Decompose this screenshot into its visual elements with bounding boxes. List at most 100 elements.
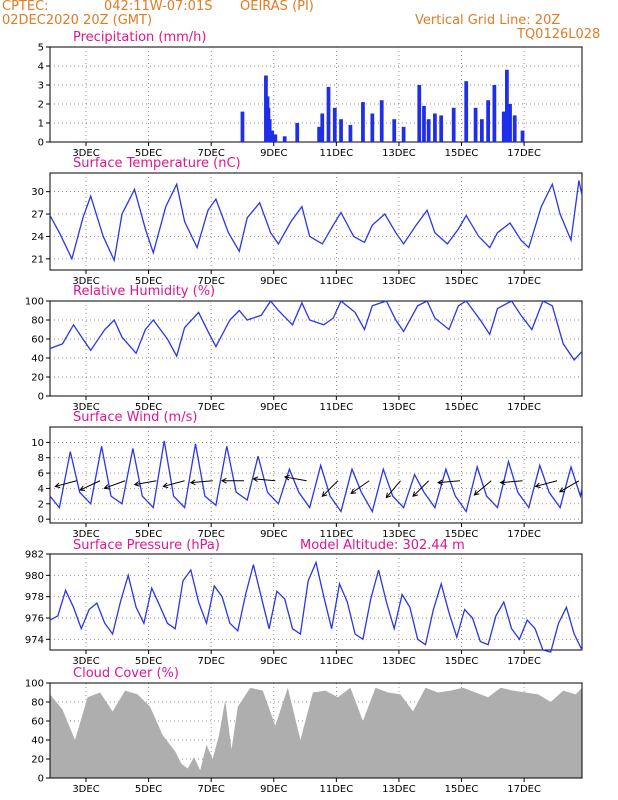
y-tick-label: 6 xyxy=(38,469,44,480)
y-tick-label: 80 xyxy=(31,316,44,327)
precip-bar xyxy=(326,86,331,142)
y-tick-label: 976 xyxy=(25,614,44,625)
wind-arrow xyxy=(104,480,126,489)
wind-arrow xyxy=(163,480,185,487)
x-tick-label: 3DEC xyxy=(72,529,99,540)
x-tick-label: 3DEC xyxy=(72,148,99,159)
y-tick-label: 2 xyxy=(38,499,44,510)
precip-bar xyxy=(282,136,287,142)
cloud-area xyxy=(50,687,582,778)
panel-frame xyxy=(49,46,583,143)
x-tick-label: 3DEC xyxy=(72,402,99,413)
x-tick-label: 15DEC xyxy=(445,276,479,287)
panel-4: 0 2 4 6 8 10 3DEC 5DEC 7DEC 9DEC 11DEC 13DEC 15DEC 17… xyxy=(31,410,583,540)
wind-arrow xyxy=(55,480,77,487)
panel-frame-top xyxy=(49,682,583,779)
precip-bar xyxy=(479,119,484,142)
y-tick-label: 982 xyxy=(25,550,44,561)
precip-bar xyxy=(295,123,300,142)
wind-arrow-head xyxy=(283,474,290,481)
x-tick-label: 17DEC xyxy=(507,276,541,287)
y-tick-label: 1 xyxy=(38,119,44,130)
y-tick-label: 27 xyxy=(31,210,44,221)
precip-bar xyxy=(392,119,397,142)
precip-bar xyxy=(512,115,517,142)
y-tick-label: 24 xyxy=(31,232,44,243)
precip-bar xyxy=(417,85,422,142)
wind-arrow-head xyxy=(189,479,196,486)
x-tick-label: 7DEC xyxy=(197,656,224,667)
y-tick-label: 40 xyxy=(31,736,44,747)
wind-arrow-head xyxy=(558,487,565,493)
y-tick-label: 0 xyxy=(38,392,44,403)
x-tick-label: 7DEC xyxy=(197,529,224,540)
y-tick-label: 4 xyxy=(38,62,44,73)
x-tick-label: 5DEC xyxy=(135,148,162,159)
panel-frame xyxy=(49,300,583,397)
wind-arrow xyxy=(412,480,430,497)
wind-arrow xyxy=(284,476,307,482)
wind-arrow-head xyxy=(412,491,419,498)
precip-bar xyxy=(267,119,272,142)
precip-bar xyxy=(492,85,497,142)
precip-bar xyxy=(473,107,478,142)
panel-title: Surface Pressure (hPa) xyxy=(73,538,220,553)
header-model-code: TQ0126L028 xyxy=(517,27,601,42)
precip-bar xyxy=(422,105,426,142)
wind-arrow-head xyxy=(499,479,506,486)
precip-bar xyxy=(348,124,353,142)
x-tick-label: 11DEC xyxy=(319,276,353,287)
wind-arrow-head xyxy=(385,492,392,499)
precip-bar xyxy=(486,100,490,142)
header-grid-note: Vertical Grid Line: 20Z xyxy=(415,13,561,28)
x-tick-label: 17DEC xyxy=(507,529,541,540)
x-tick-label: 11DEC xyxy=(319,784,353,795)
wind-arrow xyxy=(474,480,492,496)
y-tick-label: 21 xyxy=(31,254,44,265)
precip-bar xyxy=(505,69,509,142)
x-tick-label: 15DEC xyxy=(445,656,479,667)
x-tick-label: 15DEC xyxy=(445,148,479,159)
series-line xyxy=(49,299,583,361)
y-tick-label: 3 xyxy=(38,81,44,92)
y-tick-label: 974 xyxy=(25,635,44,646)
x-tick-label: 9DEC xyxy=(260,148,287,159)
y-tick-label: 8 xyxy=(38,453,44,464)
x-tick-label: 3DEC xyxy=(72,784,99,795)
precip-bar xyxy=(270,130,275,142)
precip-bar xyxy=(317,126,322,142)
y-tick-label: 980 xyxy=(25,571,44,582)
panel-frame xyxy=(49,426,583,524)
panel-2: 21 24 27 30 3DEC 5DEC 7DEC 9DEC 11DEC 13DEC 15DEC 1… xyxy=(31,156,583,287)
wind-arrow xyxy=(437,480,460,484)
panel-frame xyxy=(49,172,583,271)
y-tick-label: 30 xyxy=(31,187,44,198)
y-tick-label: 0 xyxy=(38,138,44,149)
x-tick-label: 5DEC xyxy=(135,276,162,287)
x-tick-label: 17DEC xyxy=(507,402,541,413)
wind-arrow xyxy=(535,480,558,487)
precip-bar xyxy=(508,104,512,142)
wind-arrow-head xyxy=(103,484,110,490)
panel-title: Relative Humidity (%) xyxy=(73,284,215,299)
precip-bar xyxy=(451,107,456,142)
wind-arrow xyxy=(385,480,401,498)
header-center-label: CPTEC: xyxy=(2,0,49,14)
wind-arrow-head xyxy=(350,488,357,494)
wind-arrow-head xyxy=(321,491,328,498)
series-line xyxy=(49,560,583,653)
y-tick-label: 10 xyxy=(31,438,44,449)
x-tick-label: 15DEC xyxy=(445,784,479,795)
y-tick-label: 0 xyxy=(38,515,44,526)
y-tick-label: 20 xyxy=(31,755,44,766)
wind-arrow xyxy=(350,480,370,494)
y-tick-label: 5 xyxy=(38,43,44,54)
precip-bar xyxy=(379,100,384,142)
x-tick-label: 9DEC xyxy=(260,402,287,413)
precip-bar xyxy=(370,113,375,142)
y-tick-label: 60 xyxy=(31,335,44,346)
precip-bar xyxy=(501,111,506,142)
x-tick-label: 7DEC xyxy=(197,784,224,795)
precip-bar xyxy=(520,130,525,142)
precip-bar xyxy=(464,81,469,142)
